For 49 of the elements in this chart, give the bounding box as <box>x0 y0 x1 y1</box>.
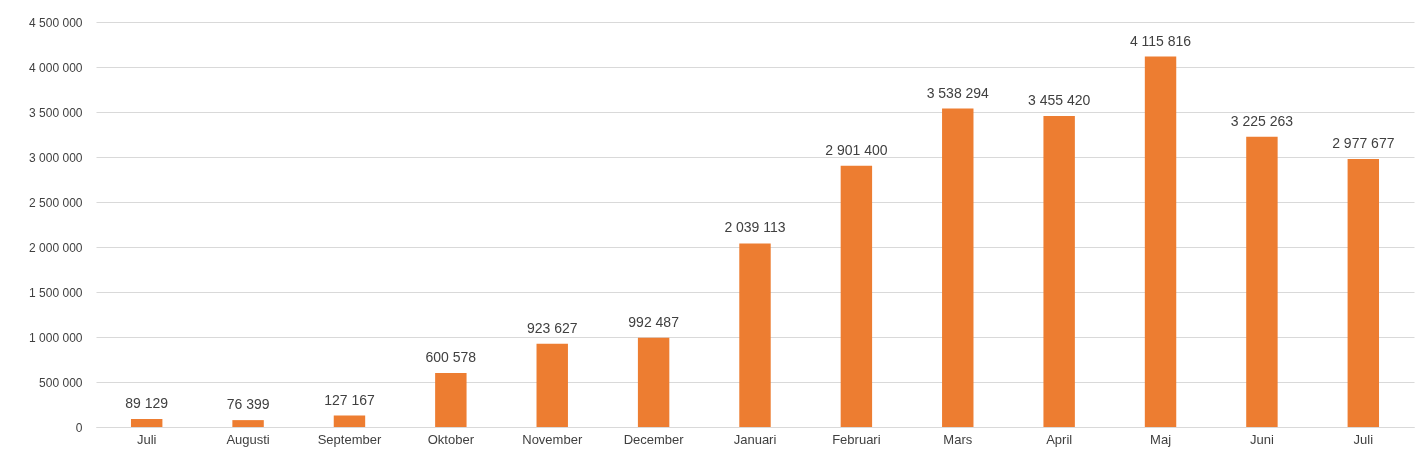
y-tick-label: 3 500 000 <box>29 105 83 120</box>
y-tick-label: 4 000 000 <box>29 60 83 75</box>
data-label: 992 487 <box>628 313 680 330</box>
data-label: 127 167 <box>324 391 375 408</box>
x-tick-label: September <box>317 431 382 447</box>
x-tick-label: Juni <box>1249 431 1274 447</box>
data-label: 2 901 400 <box>825 141 888 158</box>
bar <box>1043 116 1075 427</box>
data-label: 89 129 <box>125 394 169 411</box>
data-label: 923 627 <box>526 319 578 336</box>
x-tick-label: April <box>1046 431 1073 447</box>
y-tick-label: 2 500 000 <box>29 195 83 210</box>
x-tick-label: Mars <box>943 431 973 447</box>
bar <box>942 108 974 427</box>
x-tick-label: Februari <box>832 431 881 447</box>
data-label: 600 578 <box>425 348 477 365</box>
x-tick-label: Maj <box>1150 431 1172 447</box>
data-label: 4 115 816 <box>1129 32 1192 49</box>
bar <box>232 420 264 427</box>
data-label: 3 538 294 <box>926 84 990 101</box>
x-tick-label: Januari <box>733 431 777 447</box>
bar <box>1144 56 1177 427</box>
y-tick-label: 1 000 000 <box>29 330 83 345</box>
data-label: 3 455 420 <box>1028 92 1091 109</box>
data-label: 3 225 263 <box>1230 112 1294 129</box>
data-label: 76 399 <box>226 396 270 413</box>
data-label: 2 977 677 <box>1332 135 1395 152</box>
bar <box>739 243 771 427</box>
x-tick-label: Juli <box>1353 431 1374 447</box>
bar <box>130 418 163 427</box>
y-tick-label: 500 000 <box>39 375 83 390</box>
data-label: 2 039 113 <box>724 219 786 236</box>
x-tick-label: Augusti <box>226 431 270 447</box>
y-tick-label: 4 500 000 <box>29 15 83 30</box>
bar <box>333 415 366 427</box>
y-tick-label: 2 000 000 <box>29 240 83 255</box>
y-tick-label: 3 000 000 <box>29 150 83 165</box>
x-tick-label: November <box>522 431 583 447</box>
x-tick-label: December <box>623 431 685 447</box>
bar <box>1246 136 1278 427</box>
x-tick-label: Oktober <box>427 431 475 447</box>
x-tick-label: Juli <box>136 431 157 447</box>
bar <box>536 343 568 427</box>
bar <box>1347 159 1380 427</box>
bar <box>637 337 670 427</box>
y-tick-label: 0 <box>75 420 83 435</box>
y-tick-label: 1 500 000 <box>29 285 83 300</box>
bar <box>840 165 873 427</box>
bar <box>435 372 467 427</box>
